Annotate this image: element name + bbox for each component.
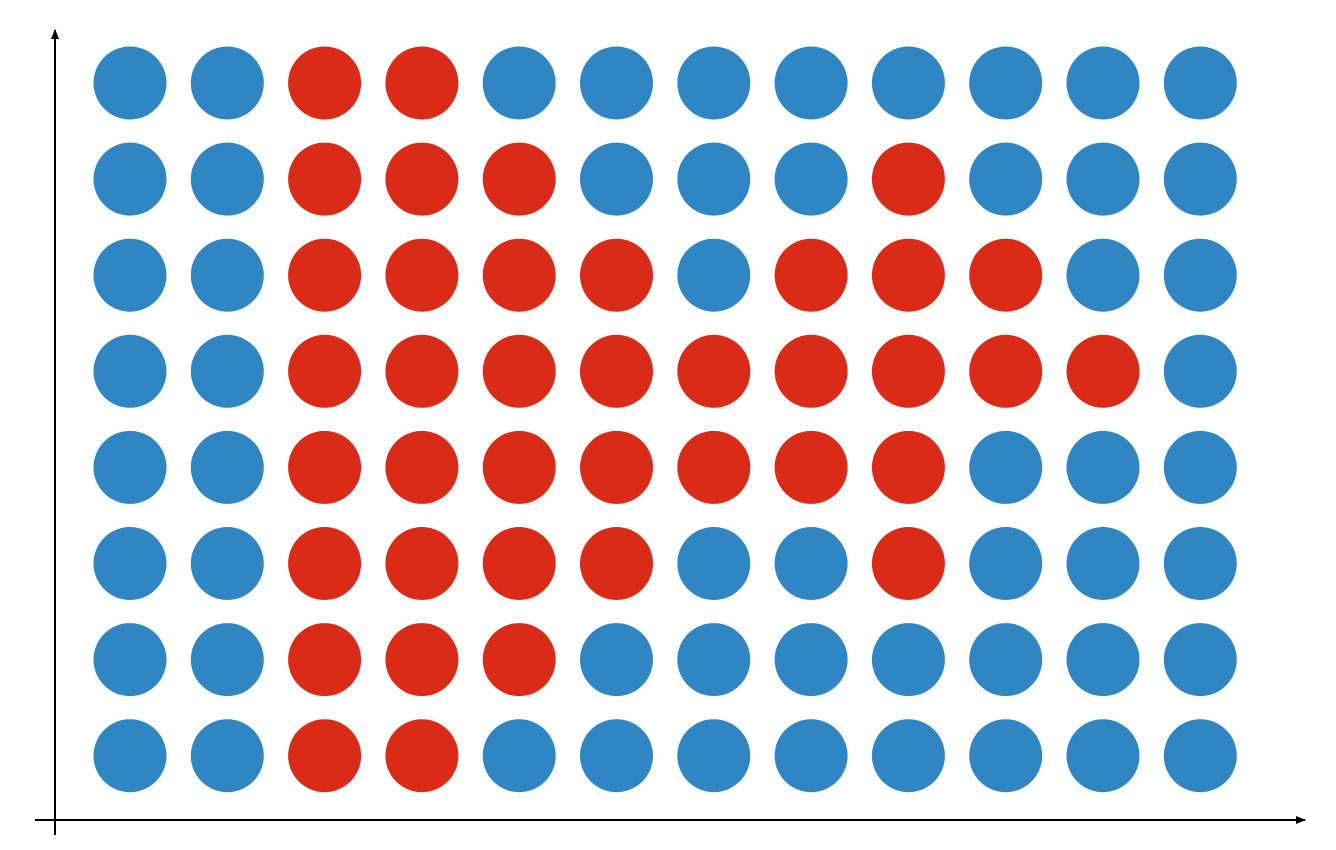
dot-blue <box>1066 430 1140 504</box>
dot-blue <box>190 719 264 793</box>
dot-red <box>482 142 556 216</box>
dot-blue <box>482 46 556 120</box>
dot-red <box>288 142 362 216</box>
dot-blue <box>1163 46 1237 120</box>
dot-layer <box>93 46 1237 793</box>
dot-red <box>871 238 945 312</box>
dot-blue <box>93 142 167 216</box>
dot-red <box>482 238 556 312</box>
dot-blue <box>1066 719 1140 793</box>
dot-red <box>385 623 459 697</box>
dot-blue <box>677 719 751 793</box>
dot-blue <box>93 334 167 408</box>
dot-blue <box>1163 238 1237 312</box>
dot-blue <box>190 527 264 600</box>
dot-blue <box>1163 527 1237 600</box>
dot-blue <box>969 142 1043 216</box>
dot-red <box>288 430 362 504</box>
dot-blue <box>677 46 751 120</box>
dot-red <box>580 430 653 504</box>
dot-red <box>288 719 362 793</box>
dot-blue <box>969 527 1043 600</box>
dot-blue <box>1066 623 1140 697</box>
dot-red <box>580 527 653 600</box>
dot-blue <box>871 46 945 120</box>
dot-red <box>288 527 362 600</box>
dot-blue <box>677 527 751 600</box>
dot-blue <box>93 46 167 120</box>
dot-red <box>288 623 362 697</box>
dot-blue <box>1163 623 1237 697</box>
dot-blue <box>93 238 167 312</box>
dot-blue <box>482 719 556 793</box>
dot-blue <box>1066 527 1140 600</box>
dot-blue <box>580 719 653 793</box>
dot-red <box>871 527 945 600</box>
dot-red <box>385 46 459 120</box>
dot-blue <box>1066 46 1140 120</box>
dot-red <box>385 142 459 216</box>
dot-red <box>482 334 556 408</box>
dot-red <box>288 238 362 312</box>
dot-blue <box>1163 142 1237 216</box>
dot-red <box>385 719 459 793</box>
axes <box>35 29 1306 835</box>
dot-red <box>774 334 848 408</box>
dot-blue <box>580 623 653 697</box>
dot-blue <box>677 238 751 312</box>
dot-red <box>677 430 751 504</box>
dot-red <box>969 238 1043 312</box>
dot-blue <box>93 719 167 793</box>
dot-red <box>774 238 848 312</box>
dot-blue <box>93 623 167 697</box>
dot-blue <box>871 623 945 697</box>
dot-red <box>385 238 459 312</box>
dot-blue <box>93 430 167 504</box>
dot-blue <box>1163 430 1237 504</box>
dot-blue <box>190 334 264 408</box>
dot-blue <box>969 623 1043 697</box>
dot-blue <box>774 142 848 216</box>
dot-blue <box>969 46 1043 120</box>
dot-blue <box>871 719 945 793</box>
dot-red <box>385 430 459 504</box>
dot-blue <box>580 46 653 120</box>
dot-blue <box>190 238 264 312</box>
dot-blue <box>1066 142 1140 216</box>
dot-red <box>871 334 945 408</box>
dot-blue <box>1163 334 1237 408</box>
dot-red <box>482 527 556 600</box>
dot-red <box>969 334 1043 408</box>
dot-red <box>677 334 751 408</box>
dot-blue <box>969 430 1043 504</box>
dot-red <box>1066 334 1140 408</box>
dot-blue <box>774 623 848 697</box>
dot-red <box>385 527 459 600</box>
dot-red <box>871 430 945 504</box>
dot-red <box>385 334 459 408</box>
dot-blue <box>1066 238 1140 312</box>
dot-red <box>288 46 362 120</box>
dot-blue <box>774 527 848 600</box>
dot-red <box>482 623 556 697</box>
dot-red <box>871 142 945 216</box>
dot-red <box>288 334 362 408</box>
dot-red <box>482 430 556 504</box>
dot-red <box>580 334 653 408</box>
dot-blue <box>190 142 264 216</box>
dot-blue <box>1163 719 1237 793</box>
dot-blue <box>677 623 751 697</box>
dot-blue <box>774 719 848 793</box>
dot-blue <box>190 430 264 504</box>
dot-blue <box>190 46 264 120</box>
dot-blue <box>677 142 751 216</box>
dot-blue <box>93 527 167 600</box>
dot-blue <box>580 142 653 216</box>
dot-blue <box>190 623 264 697</box>
dot-red <box>580 238 653 312</box>
dot-blue <box>969 719 1043 793</box>
dot-blue <box>774 46 848 120</box>
dot-red <box>774 430 848 504</box>
